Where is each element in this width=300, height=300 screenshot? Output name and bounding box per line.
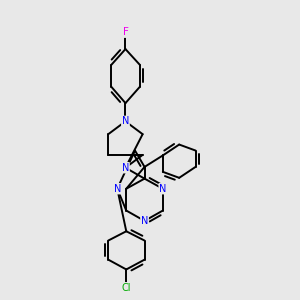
Text: N: N (141, 216, 148, 226)
Text: N: N (122, 116, 129, 126)
Text: F: F (122, 27, 128, 37)
Text: N: N (114, 184, 121, 194)
Text: Cl: Cl (122, 283, 131, 293)
Text: N: N (122, 163, 129, 173)
Text: N: N (159, 184, 166, 194)
